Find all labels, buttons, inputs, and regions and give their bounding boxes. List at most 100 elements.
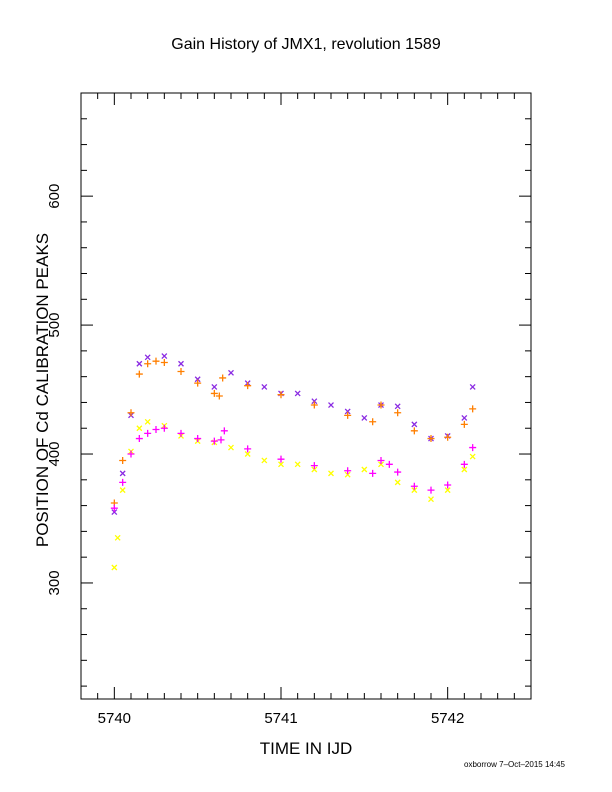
data-point (244, 445, 252, 453)
data-point (135, 370, 143, 378)
minor-ticks (80, 92, 532, 699)
y-tick-label: 600 (46, 184, 63, 209)
data-point (427, 435, 435, 443)
data-point (160, 358, 168, 366)
data-point (469, 384, 476, 390)
series-0 (111, 353, 476, 516)
data-point (328, 470, 334, 477)
data-point (311, 466, 318, 473)
data-point (394, 479, 401, 486)
data-point (344, 471, 351, 478)
series-2 (111, 418, 476, 571)
chart-title: Gain History of JMX1, revolution 1589 (171, 36, 441, 53)
data-point (194, 435, 202, 443)
y-axis-title: POSITION OF Cd CALIBRATION PEAKS (33, 233, 52, 547)
data-point (244, 382, 252, 390)
data-point (261, 384, 268, 390)
data-point (385, 460, 393, 468)
data-point (427, 486, 435, 494)
data-point (369, 469, 377, 477)
y-tick-label: 400 (46, 442, 63, 467)
x-axis-title: TIME IN IJD (260, 739, 353, 758)
major-ticks (81, 93, 531, 699)
series-1 (110, 357, 477, 507)
data-point (469, 405, 477, 413)
y-tick-label: 500 (46, 313, 63, 338)
data-point (228, 369, 234, 376)
data-point (194, 379, 202, 387)
data-point (111, 509, 118, 516)
data-point (460, 460, 468, 468)
data-layer (110, 353, 477, 571)
data-point (411, 421, 418, 428)
data-point (136, 425, 143, 432)
data-point (444, 481, 452, 489)
data-point (394, 409, 402, 417)
data-point (119, 478, 127, 486)
data-point (220, 427, 228, 435)
data-point (294, 461, 301, 468)
data-point (344, 408, 351, 415)
data-point (228, 444, 234, 451)
data-point (215, 392, 223, 400)
data-point (178, 360, 184, 367)
data-point (394, 468, 402, 476)
data-point (119, 470, 126, 477)
data-point (111, 564, 118, 571)
data-point (136, 360, 143, 367)
data-point (294, 390, 301, 397)
x-tick-label: 5741 (264, 710, 297, 727)
data-point (119, 456, 127, 464)
data-point (161, 353, 168, 359)
x-tick-label: 5740 (98, 710, 131, 727)
data-point (410, 427, 418, 435)
data-point (127, 409, 135, 417)
data-point (361, 414, 368, 421)
x-tick-label: 5742 (431, 710, 464, 727)
data-point (377, 456, 385, 464)
data-point (278, 461, 284, 468)
data-point (461, 466, 468, 473)
data-point (211, 384, 218, 390)
data-point (177, 368, 185, 376)
data-point (428, 496, 434, 503)
data-point (127, 450, 135, 458)
data-point (210, 437, 218, 445)
data-point (377, 401, 385, 409)
data-point (210, 389, 218, 397)
data-point (217, 436, 225, 444)
data-point (144, 418, 151, 425)
data-point (469, 453, 476, 460)
tick-labels: 5740 5741 5742 300 400 500 600 (46, 184, 464, 727)
data-point (110, 504, 118, 512)
data-point (135, 435, 143, 443)
data-point (277, 455, 285, 463)
data-point (469, 444, 477, 452)
data-point (119, 487, 126, 494)
data-point (461, 414, 468, 421)
data-point (460, 420, 468, 428)
data-point (344, 467, 352, 475)
data-point (144, 360, 152, 368)
plot-frame (80, 92, 532, 700)
data-point (177, 429, 185, 437)
data-point (310, 401, 318, 409)
data-point (194, 376, 201, 383)
data-point (394, 403, 401, 410)
data-point (152, 426, 160, 434)
data-point (144, 429, 152, 437)
series-3 (110, 424, 477, 512)
data-point (219, 374, 227, 382)
data-point (114, 534, 121, 541)
data-point (244, 451, 251, 457)
data-point (144, 354, 151, 361)
data-point (311, 398, 318, 405)
data-point (277, 391, 285, 399)
data-point (328, 402, 334, 408)
data-point (411, 487, 418, 494)
data-point (344, 411, 352, 419)
footer-note: oxborrow 7–Oct–2015 14:45 (464, 760, 565, 769)
data-point (310, 462, 318, 470)
data-point (152, 357, 160, 365)
